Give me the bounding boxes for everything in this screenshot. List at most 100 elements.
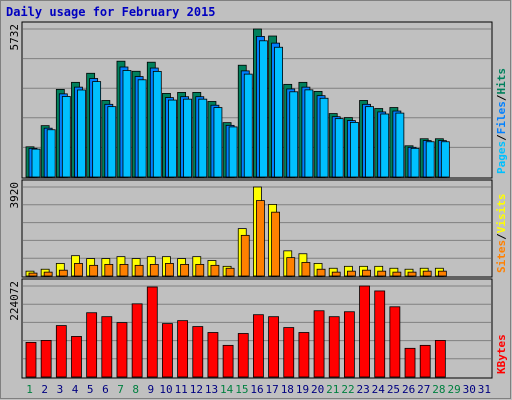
bar xyxy=(437,270,447,277)
bar xyxy=(422,270,432,277)
x-tick-label: 12 xyxy=(190,383,203,396)
bar xyxy=(304,89,314,178)
bar xyxy=(392,271,402,277)
x-tick-label: 22 xyxy=(341,383,354,396)
x-tick-label: 31 xyxy=(478,383,491,396)
bar xyxy=(286,257,296,277)
bar xyxy=(40,340,52,378)
bar xyxy=(146,286,158,378)
bar xyxy=(25,341,37,378)
x-tick-label: 20 xyxy=(311,383,324,396)
bar xyxy=(149,263,159,277)
bar xyxy=(349,121,359,178)
x-tick-label: 7 xyxy=(117,383,124,396)
bar xyxy=(177,320,189,378)
legend-entry: Pages xyxy=(495,141,508,174)
x-tick-label: 30 xyxy=(463,383,476,396)
bar xyxy=(410,147,420,178)
bar xyxy=(434,340,446,378)
bar xyxy=(198,98,208,178)
bar xyxy=(407,271,417,277)
bar xyxy=(74,263,83,277)
bar xyxy=(89,264,99,277)
bar xyxy=(210,264,220,277)
bar xyxy=(365,106,374,178)
x-tick-label: 11 xyxy=(175,383,188,396)
y-tick-label: 5732 xyxy=(8,24,21,51)
bar xyxy=(253,314,264,378)
y-tick-label: 224072 xyxy=(8,281,21,321)
y-tick-label: 3920 xyxy=(8,182,21,209)
bar xyxy=(380,113,390,178)
bar xyxy=(46,129,56,178)
legend: Sites/Visits xyxy=(495,194,508,274)
bar xyxy=(137,79,147,178)
x-tick-label: 26 xyxy=(402,383,415,396)
bar xyxy=(86,312,98,378)
legend-entry: Files xyxy=(495,101,508,134)
x-tick-label: 2 xyxy=(41,383,48,396)
bar xyxy=(131,303,143,378)
x-tick-label: 15 xyxy=(235,383,248,396)
bar xyxy=(331,271,341,277)
legend-separator: / xyxy=(495,134,508,141)
bar xyxy=(183,98,193,178)
legend-entry: KBytes xyxy=(495,334,508,374)
bar xyxy=(92,81,102,178)
legend-entry: Visits xyxy=(495,194,508,234)
bar xyxy=(259,40,268,178)
bar xyxy=(343,311,355,378)
bar xyxy=(165,263,174,277)
bar xyxy=(346,270,356,277)
bar xyxy=(271,211,280,277)
x-tick-label: 18 xyxy=(281,383,294,396)
bar xyxy=(107,106,117,178)
bar xyxy=(377,270,387,277)
bar xyxy=(334,118,344,178)
bar xyxy=(404,347,416,378)
bar xyxy=(228,126,238,178)
bar xyxy=(119,263,129,277)
x-tick-label: 21 xyxy=(326,383,339,396)
bar xyxy=(289,91,299,178)
legend: KBytes xyxy=(495,334,508,374)
bar xyxy=(374,290,386,378)
bar xyxy=(425,141,435,178)
bar xyxy=(195,263,205,277)
bar xyxy=(134,264,144,277)
bar xyxy=(240,234,250,277)
bar xyxy=(395,112,405,178)
bar xyxy=(319,97,329,178)
x-tick-label: 19 xyxy=(296,383,309,396)
bar xyxy=(58,269,68,277)
x-tick-label: 29 xyxy=(447,383,460,396)
bar xyxy=(298,332,310,378)
bar xyxy=(116,322,128,378)
legend-separator: / xyxy=(495,233,508,240)
x-tick-label: 8 xyxy=(132,383,139,396)
legend-entry: Sites xyxy=(495,240,508,273)
x-tick-label: 1 xyxy=(26,383,33,396)
bar xyxy=(213,107,223,178)
x-tick-label: 3 xyxy=(57,383,64,396)
x-tick-label: 14 xyxy=(220,383,234,396)
bar xyxy=(359,285,370,378)
bar xyxy=(55,325,67,378)
bar xyxy=(61,96,71,178)
bar xyxy=(152,70,162,178)
bar xyxy=(192,326,204,378)
x-tick-label: 6 xyxy=(102,383,109,396)
bar xyxy=(28,272,38,277)
bar xyxy=(71,336,82,378)
bar xyxy=(328,316,340,378)
bar xyxy=(31,148,41,178)
x-tick-label: 9 xyxy=(148,383,155,396)
bar xyxy=(362,269,371,277)
chart-title: Daily usage for February 2015 xyxy=(6,5,216,19)
bar xyxy=(168,99,177,178)
bar xyxy=(162,323,173,378)
x-tick-label: 13 xyxy=(205,383,218,396)
x-tick-label: 28 xyxy=(432,383,445,396)
bar xyxy=(313,310,325,378)
